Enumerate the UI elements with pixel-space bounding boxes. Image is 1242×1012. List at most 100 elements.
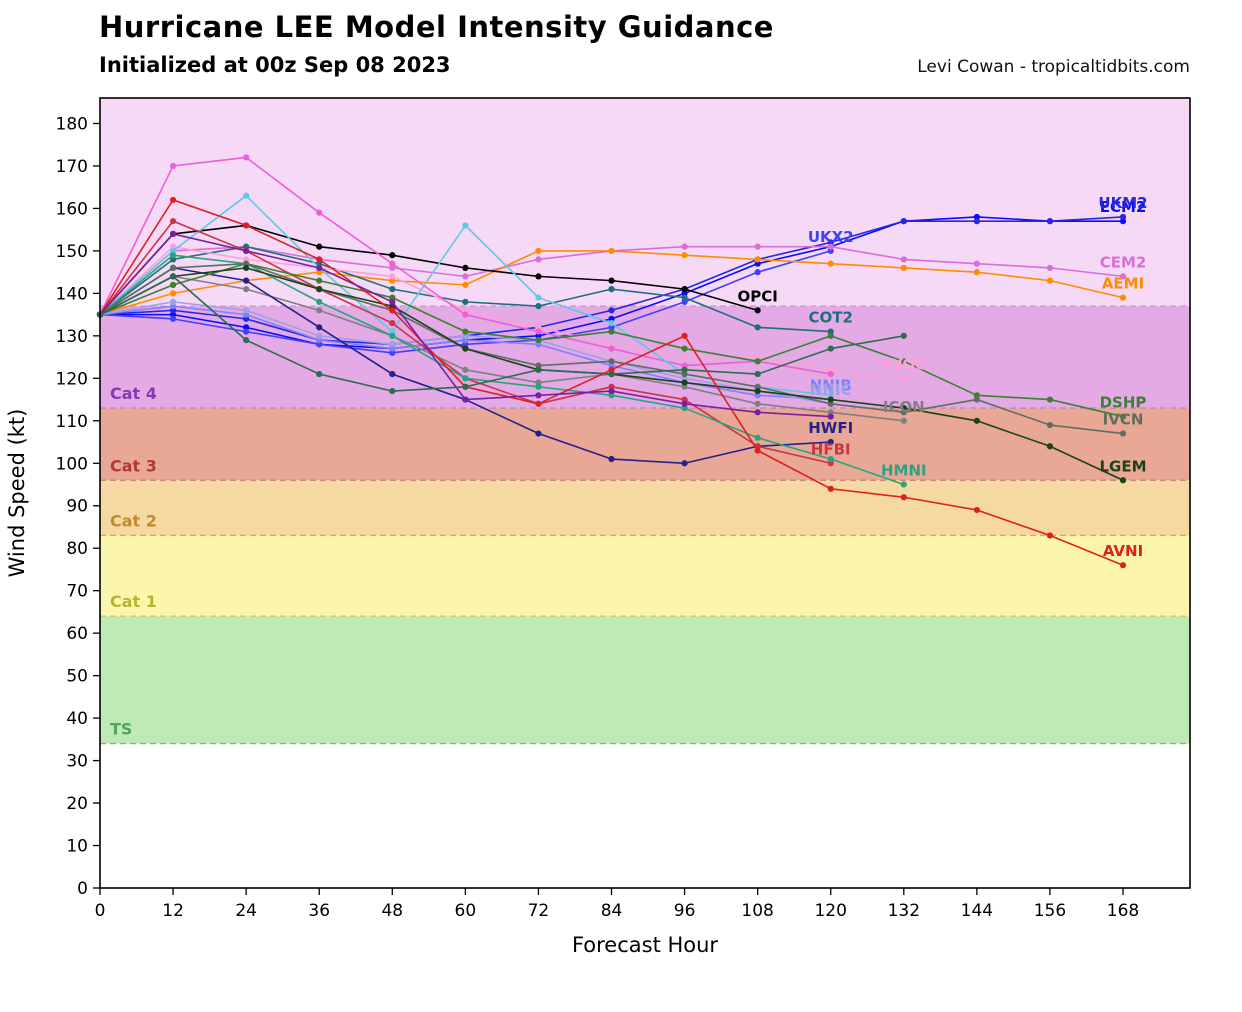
series-point-model-darkviolet [754, 409, 761, 416]
y-tick-label: 110 [56, 412, 88, 432]
series-point-model-forest [389, 387, 396, 395]
chart-subtitle: Initialized at 00z Sep 08 2023 [99, 53, 451, 77]
series-point-opci [754, 307, 761, 314]
series-point-model-darkviolet [681, 400, 688, 407]
series-point-avni [681, 332, 688, 339]
series-point-hfbi [389, 320, 396, 327]
series-point-nnib [535, 341, 542, 348]
series-point-ivcn [243, 260, 250, 267]
band-ts [100, 616, 1190, 744]
y-tick-label: 40 [66, 709, 88, 729]
series-point-avni [754, 447, 761, 454]
series-point-cem2 [973, 260, 980, 267]
series-point-cem2 [1119, 273, 1127, 280]
series-point-opci [681, 286, 688, 293]
y-tick-label: 30 [66, 752, 88, 772]
series-line-ryoc [99, 245, 904, 380]
series-point-ukm2 [608, 307, 615, 314]
series-point-aemi [535, 247, 542, 255]
series-point-nnic [462, 332, 469, 339]
series-point-avni [827, 485, 834, 492]
series-point-model-forest [900, 332, 907, 339]
series-point-nnib [608, 362, 615, 369]
series-point-hmni [462, 375, 469, 382]
y-tick-label: 80 [66, 539, 88, 559]
y-tick-label: 60 [66, 624, 88, 644]
series-point-opci [535, 273, 542, 280]
series-point-hfbi [827, 460, 834, 467]
series-point-dshp [681, 345, 688, 352]
series-point-ukx2 [169, 315, 177, 322]
series-point-cot2 [535, 303, 542, 310]
series-line-icon [99, 275, 904, 422]
series-point-cem2 [535, 256, 542, 263]
y-tick-label: 170 [56, 157, 88, 177]
series-point-model-forest [462, 383, 469, 390]
series-point-ukm2 [827, 239, 834, 246]
series-point-ukx2 [316, 341, 323, 348]
series-point-ukm2 [1046, 218, 1054, 225]
series-point-lgem [462, 345, 469, 352]
series-point-avni [900, 494, 907, 501]
x-tick-label: 120 [814, 901, 846, 921]
series-label-ryoc: RYOC [881, 355, 926, 373]
series-point-dshp [389, 294, 396, 301]
series-point-lgem [827, 396, 834, 403]
y-tick-label: 20 [66, 794, 88, 814]
series-point-dshp [462, 328, 469, 335]
series-point-hmni [754, 434, 761, 441]
series-point-model-cyan [608, 320, 615, 327]
series-point-aemi [316, 269, 323, 276]
chart-credit: Levi Cowan - tropicaltidbits.com [917, 57, 1190, 77]
series-point-ivcn [827, 400, 834, 407]
series-point-ryoc [754, 353, 761, 361]
series-point-hmni [681, 404, 688, 412]
series-point-model-forest [754, 370, 761, 378]
series-point-avni [535, 400, 542, 407]
x-tick-label: 108 [741, 901, 773, 921]
series-point-model-forest [681, 366, 688, 373]
series-point-ryoc [243, 256, 250, 263]
series-point-model-cyan [462, 222, 469, 229]
x-axis-label: Forecast Hour [572, 933, 718, 957]
series-point-hfbi [681, 396, 688, 403]
series-point-lgem [973, 417, 980, 424]
x-tick-label: 72 [528, 901, 550, 921]
series-point-model-darkviolet [827, 413, 834, 420]
series-point-dshp [827, 332, 834, 339]
series-point-ryoc [900, 375, 907, 382]
series-point-cot2 [389, 286, 396, 293]
series-point-hmni [900, 481, 907, 488]
series-point-hmni [316, 298, 323, 305]
series-label-ukm2: UKM2 [1098, 194, 1147, 212]
chart-header: Hurricane LEE Model Intensity Guidance I… [0, 0, 1242, 88]
series-point-ivcn [681, 370, 688, 378]
plot-frame [99, 97, 1191, 889]
series-point-model-forest [535, 366, 542, 373]
series-point-model-magenta [827, 370, 834, 378]
series-point-ukx2 [827, 247, 834, 255]
y-tick-label: 50 [66, 667, 88, 687]
series-label-aemi: AEMI [1102, 275, 1144, 293]
series-point-icon [827, 409, 834, 416]
series-point-cot2 [243, 243, 250, 250]
series-point-opci [316, 243, 323, 250]
series-point-ecm2 [973, 213, 980, 221]
series-line-model-forest [99, 275, 904, 392]
series-point-hwfi [243, 277, 250, 284]
series-point-aemi [462, 281, 469, 288]
x-tick-label: 48 [381, 901, 403, 921]
series-point-cot2 [169, 256, 177, 263]
series-point-hmni [608, 392, 615, 399]
x-tick-label: 156 [1034, 901, 1066, 921]
series-point-model-cyan [535, 294, 542, 301]
series-label-hmni: HMNI [881, 462, 927, 480]
series-point-cot2 [681, 294, 688, 301]
y-tick-label: 10 [66, 837, 88, 857]
series-point-aemi [973, 269, 980, 276]
y-axis-label: Wind Speed (kt) [5, 409, 29, 578]
series-label-nnic: NNIC [810, 381, 852, 399]
y-tick-label: 180 [56, 114, 88, 134]
series-point-ukm2 [900, 218, 907, 225]
